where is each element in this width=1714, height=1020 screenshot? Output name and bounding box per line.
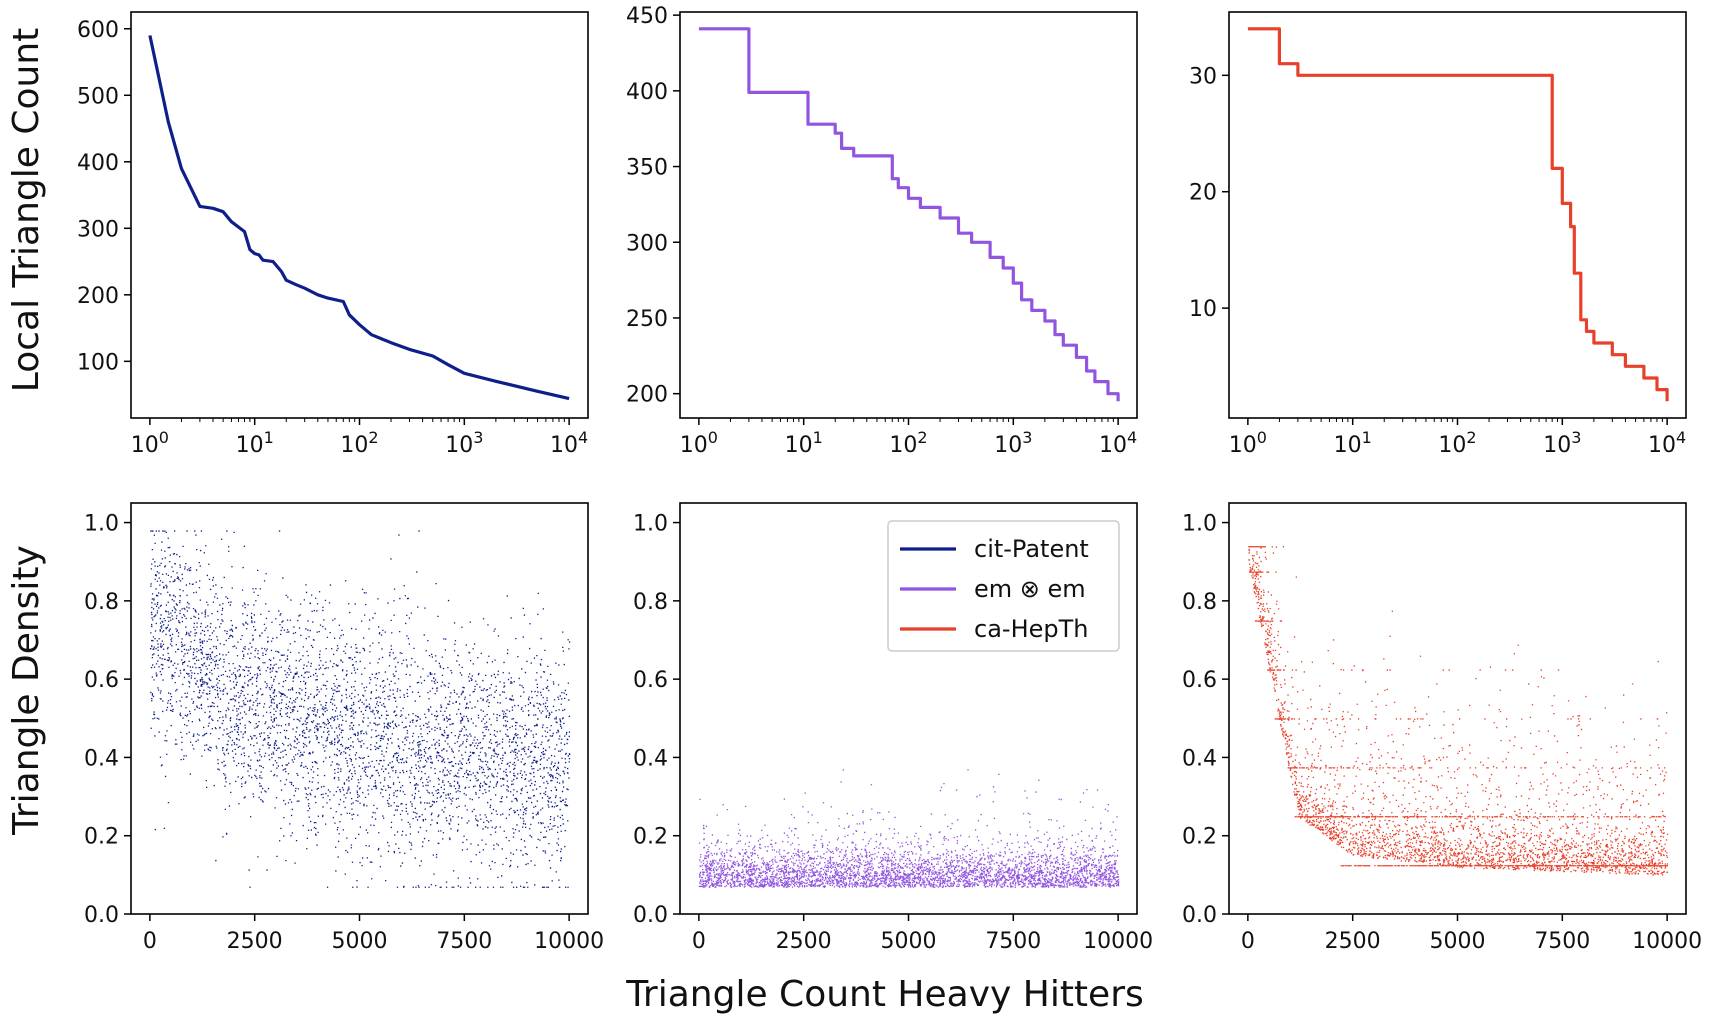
panel-bottom-middle: 0.0 0.2 0.4 0.6 0.8 1.0 0 2500 5000 7500 10000	[633, 502, 1153, 954]
plot-area	[698, 27, 1120, 402]
y-axis-label-triangle-density: Triangle Density	[6, 545, 47, 836]
y-tick-label: 400	[77, 151, 119, 176]
panel-top-left: 100 200 300 400 500 600 100 101 102 103 104	[77, 11, 589, 458]
panel-top-middle: 200 250 300 350 400 450 100 101 102 103 104	[626, 4, 1138, 458]
y-tick-label: 0.0	[633, 903, 668, 928]
y-tick-label: 0.2	[84, 825, 119, 850]
x-tick-label: 7500	[436, 929, 492, 954]
y-tick-label: 0.0	[84, 903, 119, 928]
x-tick-label: 5000	[1430, 929, 1486, 954]
y-tick-label: 0.2	[633, 825, 668, 850]
x-axis-label-heavy-hitters: Triangle Count Heavy Hitters	[625, 974, 1144, 1015]
legend: cit-Patent em ⊗ em ca-HepTh	[887, 520, 1120, 652]
x-tick-label: 10000	[1632, 929, 1702, 954]
panel-top-right: 10 20 30 100 101 102 103 104	[1189, 11, 1687, 458]
legend-label: ca-HepTh	[974, 615, 1088, 643]
y-tick-label: 20	[1189, 181, 1217, 206]
x-tick-label: 100	[131, 428, 169, 458]
axes-frame	[1228, 502, 1687, 915]
y-tick-label: 1.0	[84, 512, 119, 537]
x-tick-label: 102	[889, 428, 927, 458]
y-tick-label: 0.4	[633, 746, 668, 771]
x-tick-label: 2500	[227, 929, 283, 954]
y-tick-label: 30	[1189, 64, 1217, 89]
y-tick-label: 300	[626, 231, 668, 256]
x-tick-label: 104	[1099, 428, 1137, 458]
x-tick-label: 10000	[534, 929, 604, 954]
series-line	[698, 27, 1120, 402]
y-tick-label: 500	[77, 84, 119, 109]
plot-area	[1248, 546, 1669, 876]
axes-frame	[130, 11, 589, 419]
plot-area	[149, 530, 571, 888]
x-tick-label: 101	[785, 428, 823, 458]
y-tick-label: 0.8	[1182, 590, 1217, 615]
x-tick-label: 100	[1229, 428, 1267, 458]
y-tick-label: 0.4	[84, 746, 119, 771]
y-tick-label: 0.8	[633, 590, 668, 615]
y-tick-label: 1.0	[633, 512, 668, 537]
plot-area	[698, 769, 1120, 888]
y-tick-label: 200	[77, 284, 119, 309]
y-tick-label: 0.2	[1182, 825, 1217, 850]
series-line	[148, 35, 570, 401]
y-tick-label: 1.0	[1182, 512, 1217, 537]
x-tick-label: 2500	[776, 929, 832, 954]
x-tick-label: 103	[994, 428, 1032, 458]
x-tick-label: 0	[1241, 929, 1255, 954]
x-tick-label: 5000	[332, 929, 388, 954]
x-tick-label: 100	[680, 428, 718, 458]
x-tick-label: 102	[1438, 428, 1476, 458]
y-tick-label: 400	[626, 80, 668, 105]
x-tick-label: 104	[1648, 428, 1686, 458]
x-tick-label: 102	[340, 428, 378, 458]
x-tick-label: 2500	[1325, 929, 1381, 954]
y-tick-label: 0.8	[84, 590, 119, 615]
x-tick-label: 103	[1543, 428, 1581, 458]
series-line	[1247, 27, 1669, 402]
y-tick-label: 600	[77, 18, 119, 43]
scatter-points	[698, 769, 1120, 888]
y-tick-label: 300	[77, 217, 119, 242]
x-tick-label: 104	[550, 428, 588, 458]
y-tick-label: 0.0	[1182, 903, 1217, 928]
panel-bottom-right: 0.0 0.2 0.4 0.6 0.8 1.0 0 2500 5000 7500 10000	[1182, 502, 1702, 954]
x-tick-label: 0	[143, 929, 157, 954]
y-axis-label-local-triangle-count: Local Triangle Count	[6, 28, 47, 392]
scatter-points	[1248, 546, 1669, 876]
y-tick-label: 200	[626, 383, 668, 408]
x-tick-label: 101	[1334, 428, 1372, 458]
y-tick-label: 450	[626, 4, 668, 29]
x-tick-label: 101	[236, 428, 274, 458]
x-tick-label: 103	[445, 428, 483, 458]
panel-bottom-left: 0.0 0.2 0.4 0.6 0.8 1.0 0 2500 5000 7500 10000	[84, 502, 604, 954]
y-tick-label: 0.6	[1182, 668, 1217, 693]
x-tick-label: 7500	[985, 929, 1041, 954]
y-tick-label: 10	[1189, 297, 1217, 322]
plot-area	[148, 35, 570, 401]
y-tick-label: 350	[626, 156, 668, 181]
y-tick-label: 100	[77, 350, 119, 375]
scatter-points	[149, 530, 571, 888]
legend-box	[887, 520, 1120, 652]
y-tick-label: 0.6	[84, 668, 119, 693]
y-tick-label: 0.4	[1182, 746, 1217, 771]
plot-area	[1247, 27, 1669, 402]
legend-label: cit-Patent	[974, 535, 1089, 563]
y-tick-label: 0.6	[633, 668, 668, 693]
x-tick-label: 7500	[1534, 929, 1590, 954]
legend-label: em ⊗ em	[974, 575, 1086, 603]
y-tick-label: 250	[626, 307, 668, 332]
x-tick-label: 5000	[881, 929, 937, 954]
x-tick-label: 0	[692, 929, 706, 954]
x-tick-label: 10000	[1083, 929, 1153, 954]
